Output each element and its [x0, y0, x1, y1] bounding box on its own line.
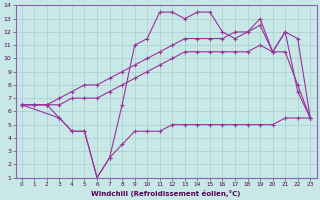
X-axis label: Windchill (Refroidissement éolien,°C): Windchill (Refroidissement éolien,°C) [91, 190, 241, 197]
